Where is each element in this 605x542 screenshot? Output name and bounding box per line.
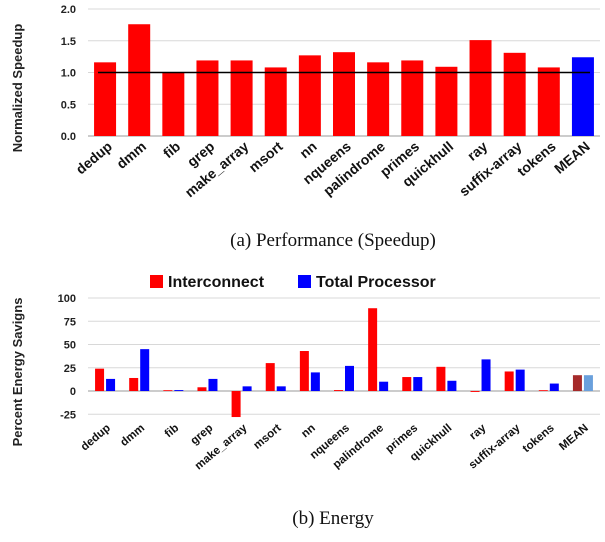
energy-category-label: ray xyxy=(468,422,489,443)
energy-y-tick-label: 25 xyxy=(64,363,76,375)
energy-bar-interconnect-ray xyxy=(470,391,480,392)
energy-bar-interconnect-quickhull xyxy=(436,366,446,391)
speedup-y-tick-label: 1.0 xyxy=(61,68,76,80)
energy-bar-total-processor-dedup xyxy=(106,378,116,391)
energy-bar-interconnect-msort xyxy=(265,363,275,391)
speedup-bar-nn xyxy=(298,55,321,137)
speedup-bar-dmm xyxy=(128,24,151,137)
speedup-category-label: fib xyxy=(160,138,183,161)
energy-bar-interconnect-dedup xyxy=(95,368,105,391)
energy-bar-interconnect-grep xyxy=(197,387,207,391)
speedup-bar-suffix-array xyxy=(503,52,526,136)
energy-bar-total-processor-msort xyxy=(276,386,286,391)
speedup-bar-make-array xyxy=(230,60,253,137)
energy-bar-total-processor-make-array xyxy=(242,386,252,391)
speedup-y-tick-label: 2.0 xyxy=(61,4,76,16)
energy-y-tick-label: 100 xyxy=(58,293,76,305)
energy-bar-total-processor-nn xyxy=(310,372,320,391)
speedup-bar-msort xyxy=(264,67,287,136)
energy-legend: Interconnect Total Processor xyxy=(150,274,436,291)
energy-bar-interconnect-nn xyxy=(299,351,309,391)
energy-category-label: grep xyxy=(189,422,216,447)
energy-y-ticks: -25 0 25 50 75 100 xyxy=(58,293,76,421)
energy-bar-total-processor-mean xyxy=(583,375,593,391)
energy-category-label: fib xyxy=(163,422,181,440)
speedup-bar-ray xyxy=(469,40,492,136)
energy-bar-total-processor-fib xyxy=(174,390,184,391)
energy-bar-interconnect-primes xyxy=(402,377,412,391)
speedup-y-tick-label: 1.5 xyxy=(61,36,76,48)
energy-bar-total-processor-suffix-array xyxy=(515,369,525,391)
speedup-category-label: msort xyxy=(246,138,286,175)
energy-gridlines xyxy=(88,297,600,415)
energy-bar-total-processor-dmm xyxy=(140,349,150,391)
speedup-bar-mean xyxy=(571,57,594,137)
legend-label-interconnect: Interconnect xyxy=(168,274,265,291)
legend-swatch-total-processor xyxy=(298,275,311,288)
speedup-y-tick-label: 0.0 xyxy=(61,131,76,143)
speedup-y-ticks: 0.0 0.5 1.0 1.5 2.0 xyxy=(61,4,76,143)
energy-bar-total-processor-grep xyxy=(208,378,218,391)
energy-y-tick-label: -25 xyxy=(60,409,76,421)
energy-bar-total-processor-ray xyxy=(481,359,491,391)
energy-bar-interconnect-suffix-array xyxy=(504,371,514,391)
energy-bar-interconnect-make-array xyxy=(231,391,241,418)
energy-bar-total-processor-nqueens xyxy=(345,365,354,391)
speedup-category-label: dmm xyxy=(113,138,149,172)
speedup-bar-nqueens xyxy=(333,52,355,136)
energy-bar-total-processor-quickhull xyxy=(447,380,457,391)
energy-category-label: MEAN xyxy=(557,422,591,453)
energy-chart: Interconnect Total Processor -25 0 25 50 75 1… xyxy=(10,274,600,529)
energy-category-label: msort xyxy=(251,422,283,452)
speedup-category-label: dedup xyxy=(73,138,115,177)
energy-category-label: dmm xyxy=(118,422,147,449)
speedup-caption: (a) Performance (Speedup) xyxy=(230,230,436,251)
energy-bar-interconnect-palindrome xyxy=(368,308,378,391)
energy-bar-total-processor-palindrome xyxy=(379,381,389,391)
speedup-bar-palindrome xyxy=(367,62,390,137)
energy-bar-total-processor-primes xyxy=(413,377,423,391)
speedup-bar-fib xyxy=(162,72,185,136)
speedup-y-axis-title: Normalized Speedup xyxy=(10,24,25,153)
energy-bar-total-processor-tokens xyxy=(549,383,559,391)
energy-category-label: tokens xyxy=(521,422,557,455)
energy-bar-interconnect-fib xyxy=(163,390,173,391)
speedup-category-label: MEAN xyxy=(551,138,593,177)
energy-y-axis-title: Percent Energy Savigns xyxy=(10,298,25,447)
speedup-bar-primes xyxy=(401,60,424,137)
speedup-bar-grep xyxy=(196,60,219,137)
energy-y-tick-label: 50 xyxy=(64,340,76,352)
legend-swatch-interconnect xyxy=(150,275,163,288)
energy-bar-interconnect-tokens xyxy=(538,390,548,391)
energy-category-label: nn xyxy=(299,422,317,440)
energy-y-tick-label: 75 xyxy=(64,316,76,328)
energy-y-tick-label: 0 xyxy=(70,386,76,398)
energy-category-label: dedup xyxy=(79,422,113,453)
energy-bars xyxy=(95,308,593,418)
legend-label-total-processor: Total Processor xyxy=(316,274,436,291)
energy-bar-interconnect-mean xyxy=(572,375,582,391)
speedup-category-label: tokens xyxy=(514,138,559,179)
speedup-bar-tokens xyxy=(537,67,560,136)
speedup-category-label: make_array xyxy=(182,138,252,200)
speedup-bar-quickhull xyxy=(435,66,458,136)
speedup-y-tick-label: 0.5 xyxy=(61,99,76,111)
speedup-bar-dedup xyxy=(94,62,117,137)
speedup-category-label: ray xyxy=(464,138,491,164)
energy-caption: (b) Energy xyxy=(292,508,374,529)
speedup-category-label: nn xyxy=(296,138,319,161)
energy-bar-interconnect-nqueens xyxy=(334,390,343,391)
energy-bar-interconnect-dmm xyxy=(129,377,139,391)
